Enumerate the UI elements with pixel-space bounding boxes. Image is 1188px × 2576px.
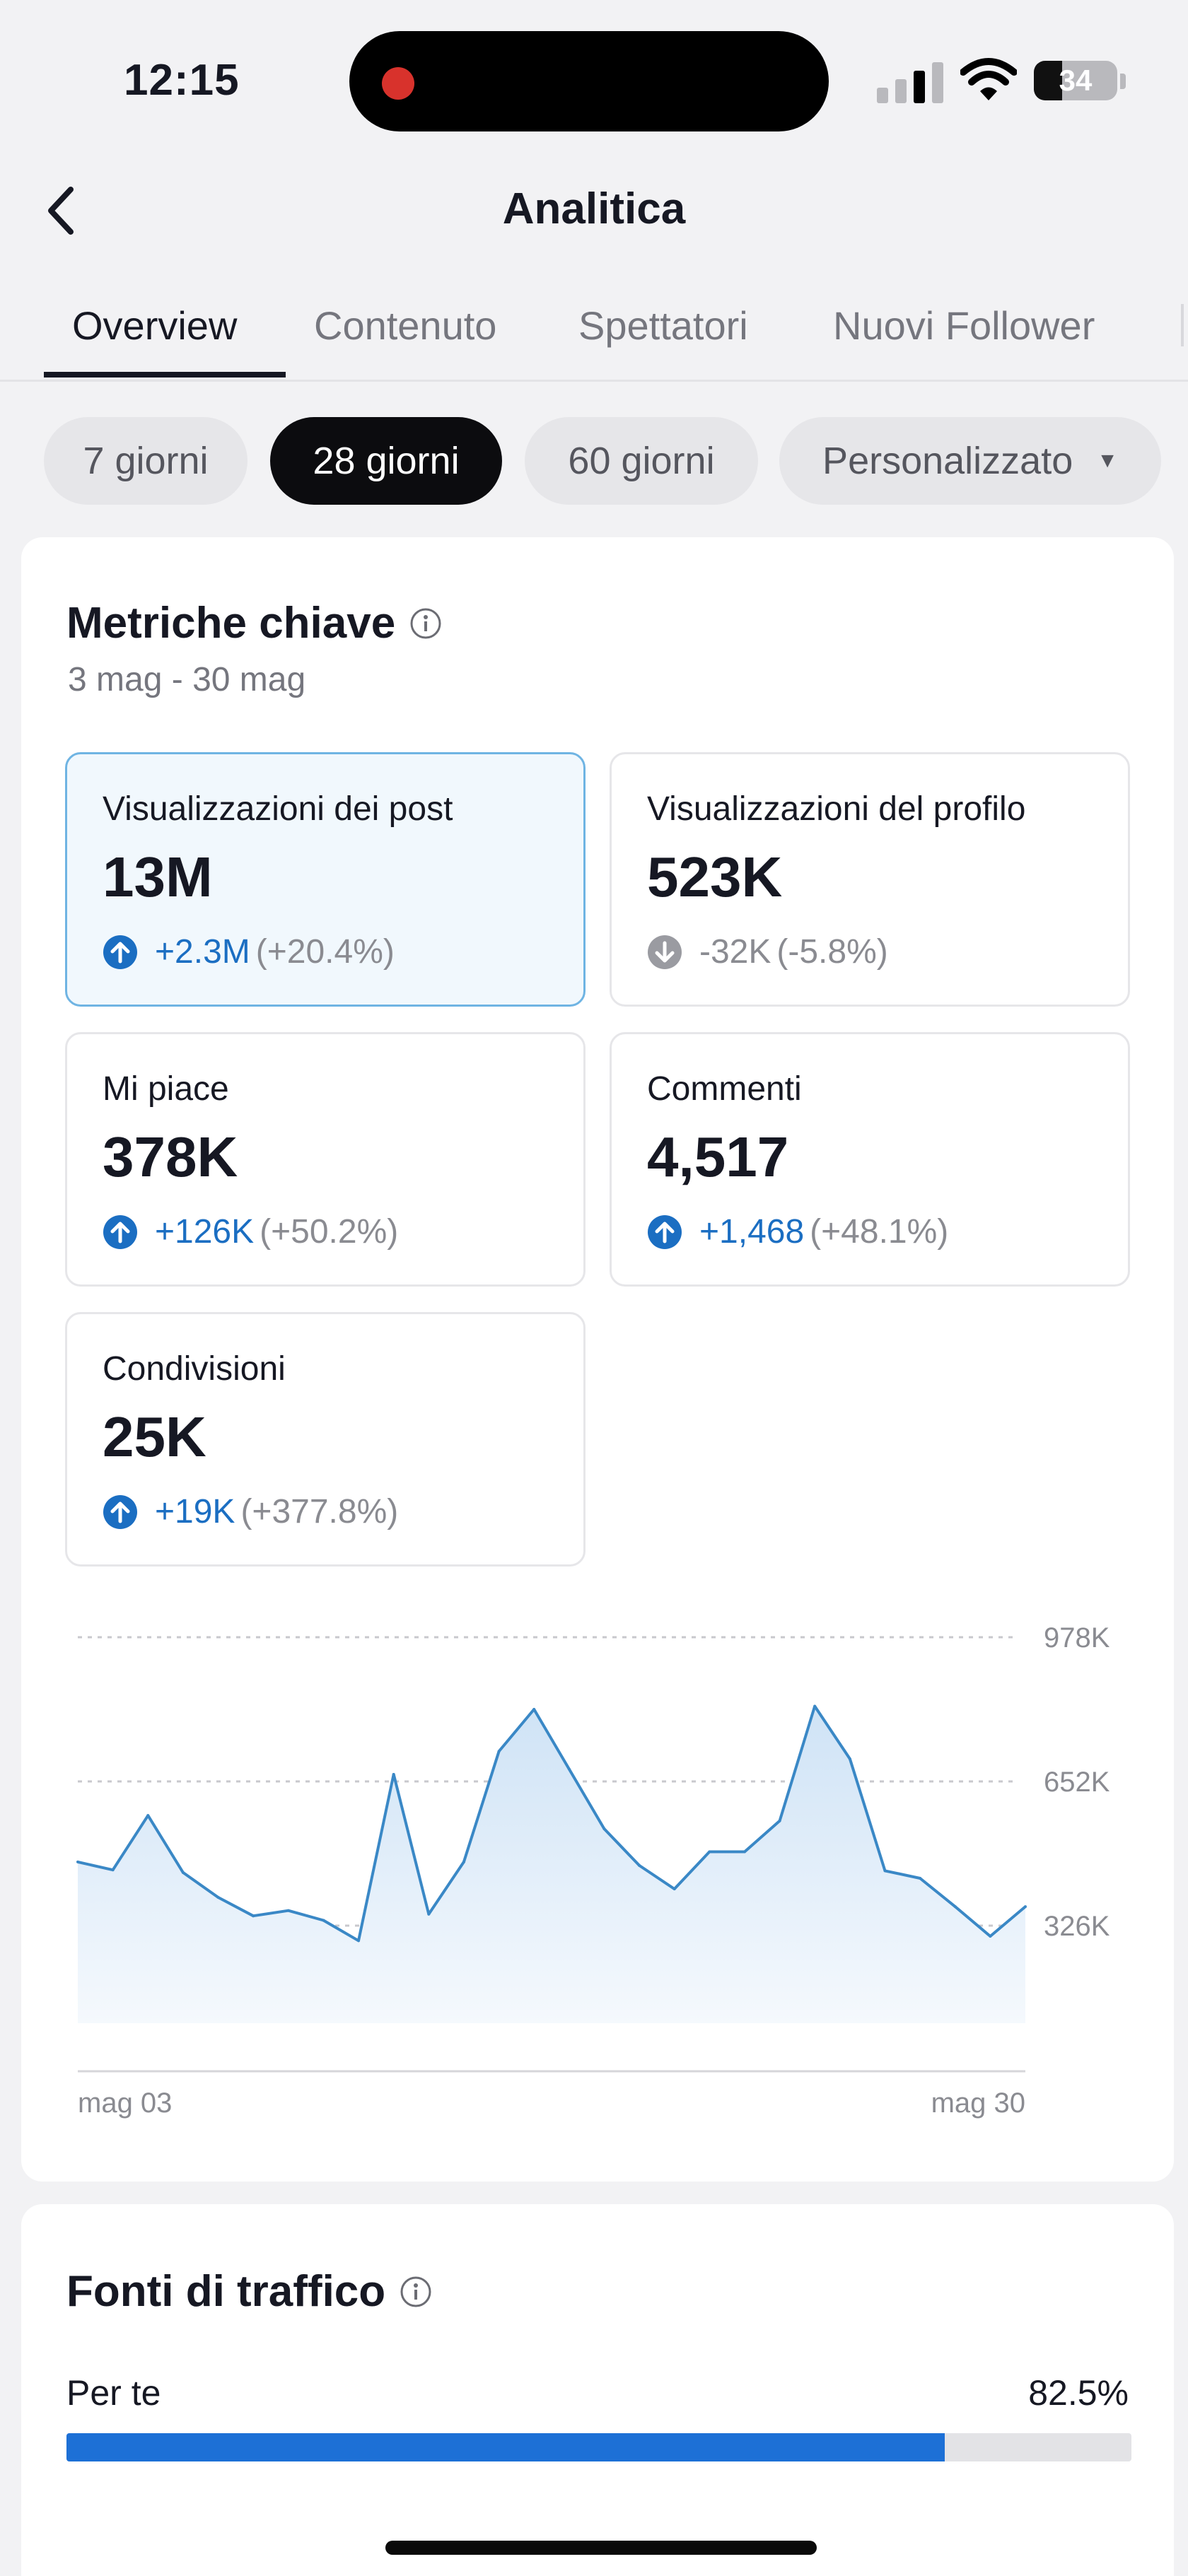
tab-overflow-indicator bbox=[1181, 304, 1184, 346]
metric-delta-value: +126K bbox=[155, 1213, 255, 1251]
traffic-source-bar-fill bbox=[66, 2433, 945, 2461]
tab-spettatori[interactable]: Spettatori bbox=[578, 303, 748, 348]
metric-card-comments[interactable]: Commenti 4,517 +1,468 (+48.1%) bbox=[610, 1032, 1130, 1287]
metric-delta-percent: (+48.1%) bbox=[810, 1213, 949, 1251]
period-custom-label: Personalizzato bbox=[822, 440, 1073, 482]
metric-delta: +19K (+377.8%) bbox=[103, 1492, 398, 1531]
traffic-sources-title: Fonti di traffico bbox=[66, 2266, 432, 2317]
metric-value: 378K bbox=[103, 1125, 238, 1188]
period-7-days[interactable]: 7 giorni bbox=[44, 417, 248, 505]
tab-contenuto[interactable]: Contenuto bbox=[314, 303, 497, 348]
wifi-icon bbox=[960, 58, 1017, 100]
traffic-source-percent: 82.5% bbox=[1028, 2373, 1129, 2413]
metric-delta-percent: (+50.2%) bbox=[260, 1213, 399, 1251]
date-range: 3 mag - 30 mag bbox=[68, 661, 306, 698]
dynamic-island bbox=[349, 31, 829, 131]
metric-delta: -32K (-5.8%) bbox=[647, 932, 888, 971]
tab-overview[interactable]: Overview bbox=[72, 303, 238, 348]
info-icon[interactable] bbox=[409, 607, 442, 640]
metric-value: 523K bbox=[647, 845, 783, 908]
active-tab-indicator bbox=[44, 372, 286, 377]
metric-card-shares[interactable]: Condivisioni 25K +19K (+377.8%) bbox=[65, 1312, 586, 1567]
battery-icon: 34 bbox=[1034, 61, 1117, 100]
status-time: 12:15 bbox=[124, 56, 240, 105]
period-custom-dropdown[interactable]: Personalizzato ▼ bbox=[779, 417, 1161, 505]
metric-delta-percent: (+20.4%) bbox=[255, 933, 395, 971]
metric-delta-value: +2.3M bbox=[155, 933, 250, 971]
arrow-down-circle-icon bbox=[648, 935, 682, 969]
metric-delta-value: -32K bbox=[699, 933, 771, 971]
metric-value: 13M bbox=[103, 845, 213, 908]
metric-label: Visualizzazioni del profilo bbox=[647, 790, 1026, 828]
battery-cap bbox=[1120, 74, 1126, 89]
period-60-days[interactable]: 60 giorni bbox=[525, 417, 758, 505]
traffic-source-name: Per te bbox=[66, 2373, 161, 2413]
recording-indicator-icon bbox=[382, 67, 414, 100]
metric-card-profile-views[interactable]: Visualizzazioni del profilo 523K -32K (-… bbox=[610, 752, 1130, 1007]
metric-value: 25K bbox=[103, 1405, 206, 1468]
metric-delta-percent: (+377.8%) bbox=[240, 1493, 399, 1530]
traffic-sources-card bbox=[21, 2204, 1174, 2576]
home-indicator bbox=[385, 2541, 817, 2555]
key-metrics-title-text: Metriche chiave bbox=[66, 599, 396, 648]
tab-nuovi-follower[interactable]: Nuovi Follower bbox=[833, 303, 1095, 348]
metric-delta: +126K (+50.2%) bbox=[103, 1212, 398, 1251]
back-icon[interactable] bbox=[41, 182, 83, 239]
metric-delta-value: +19K bbox=[155, 1493, 235, 1530]
key-metrics-title: Metriche chiave bbox=[66, 598, 442, 648]
period-28-days[interactable]: 28 giorni bbox=[270, 417, 502, 505]
metric-delta-percent: (-5.8%) bbox=[776, 933, 888, 971]
page-title: Analitica bbox=[502, 185, 686, 233]
cellular-signal-icon bbox=[877, 61, 945, 103]
metric-delta-value: +1,468 bbox=[699, 1213, 805, 1251]
metric-label: Commenti bbox=[647, 1070, 802, 1108]
metric-card-likes[interactable]: Mi piace 378K +126K (+50.2%) bbox=[65, 1032, 586, 1287]
metric-label: Condivisioni bbox=[103, 1350, 286, 1388]
traffic-source-bar bbox=[66, 2433, 1131, 2461]
arrow-up-circle-icon bbox=[648, 1214, 682, 1249]
arrow-up-circle-icon bbox=[103, 935, 137, 969]
tab-bar: Overview Contenuto Spettatori Nuovi Foll… bbox=[0, 297, 1188, 382]
metric-delta: +2.3M (+20.4%) bbox=[103, 932, 395, 971]
chevron-down-icon: ▼ bbox=[1097, 449, 1118, 472]
metric-delta: +1,468 (+48.1%) bbox=[647, 1212, 948, 1251]
info-icon[interactable] bbox=[400, 2276, 432, 2308]
metric-label: Mi piace bbox=[103, 1070, 229, 1108]
metric-value: 4,517 bbox=[647, 1125, 789, 1188]
metric-card-post-views[interactable]: Visualizzazioni dei post 13M +2.3M (+20.… bbox=[65, 752, 586, 1007]
arrow-up-circle-icon bbox=[103, 1214, 137, 1249]
arrow-up-circle-icon bbox=[103, 1494, 137, 1529]
metric-label: Visualizzazioni dei post bbox=[103, 790, 453, 828]
traffic-sources-title-text: Fonti di traffico bbox=[66, 2267, 386, 2316]
battery-level: 34 bbox=[1059, 64, 1093, 97]
